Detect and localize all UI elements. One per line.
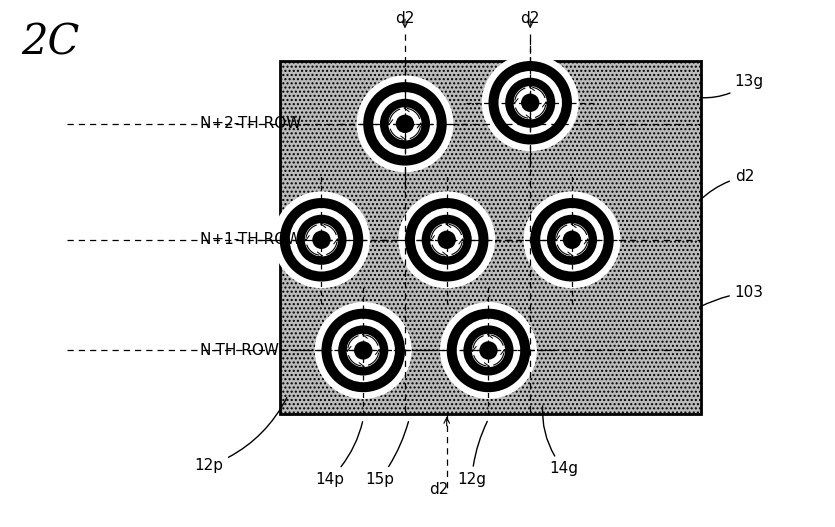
Circle shape — [315, 302, 412, 399]
Circle shape — [280, 198, 363, 281]
Circle shape — [354, 341, 372, 359]
Circle shape — [331, 319, 395, 382]
Circle shape — [438, 231, 456, 249]
Text: 103: 103 — [700, 285, 764, 307]
Text: d2: d2 — [520, 11, 540, 26]
Text: d2: d2 — [395, 11, 415, 26]
Text: 13g: 13g — [700, 74, 764, 98]
Circle shape — [380, 99, 430, 149]
Circle shape — [347, 334, 380, 367]
Text: d2: d2 — [699, 169, 754, 201]
Circle shape — [540, 208, 604, 271]
Text: 2C: 2C — [21, 21, 79, 63]
Circle shape — [521, 94, 539, 112]
Circle shape — [440, 302, 537, 399]
Circle shape — [422, 214, 472, 265]
Circle shape — [472, 334, 505, 367]
Circle shape — [482, 54, 579, 151]
Circle shape — [357, 75, 453, 172]
Circle shape — [338, 325, 388, 376]
Text: 14g: 14g — [543, 406, 578, 476]
Circle shape — [405, 198, 488, 281]
Text: 12p: 12p — [195, 398, 286, 473]
Circle shape — [447, 309, 530, 392]
Circle shape — [563, 231, 581, 249]
Text: d2: d2 — [428, 482, 448, 497]
Circle shape — [479, 341, 498, 359]
Text: N+1-TH ROW: N+1-TH ROW — [200, 232, 301, 247]
Circle shape — [296, 214, 347, 265]
Circle shape — [547, 214, 597, 265]
Text: 14p: 14p — [316, 422, 362, 486]
Bar — [280, 61, 701, 414]
Circle shape — [398, 191, 495, 288]
Text: 15p: 15p — [366, 422, 408, 486]
Circle shape — [363, 82, 447, 165]
Circle shape — [555, 223, 589, 257]
Circle shape — [312, 231, 331, 249]
Circle shape — [514, 86, 547, 120]
Circle shape — [290, 208, 353, 271]
Circle shape — [505, 77, 555, 128]
Text: N-TH ROW: N-TH ROW — [200, 343, 279, 358]
Circle shape — [463, 325, 514, 376]
Circle shape — [388, 107, 422, 141]
Circle shape — [498, 71, 562, 134]
Circle shape — [273, 191, 370, 288]
Circle shape — [321, 309, 405, 392]
Circle shape — [457, 319, 520, 382]
Circle shape — [530, 198, 614, 281]
Text: N+2-TH ROW: N+2-TH ROW — [200, 116, 301, 131]
Circle shape — [430, 223, 463, 257]
Circle shape — [524, 191, 620, 288]
Circle shape — [415, 208, 478, 271]
Circle shape — [305, 223, 338, 257]
Text: 12g: 12g — [458, 422, 488, 486]
Circle shape — [396, 115, 414, 133]
Circle shape — [373, 92, 437, 155]
Circle shape — [488, 61, 572, 144]
